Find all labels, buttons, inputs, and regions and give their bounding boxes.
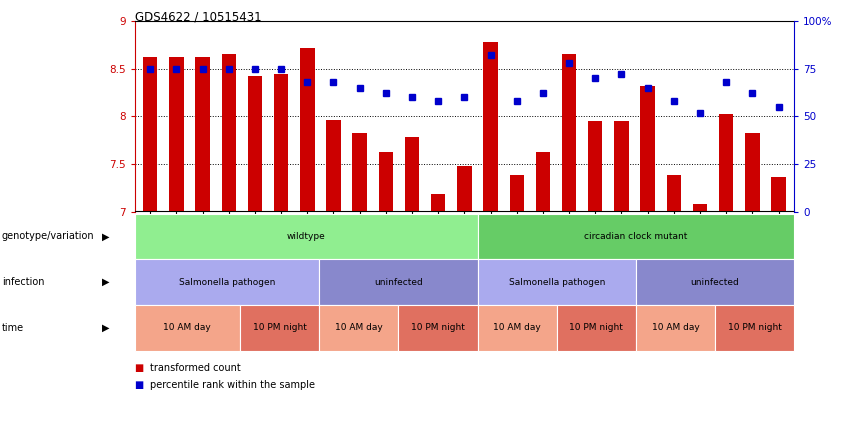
Bar: [457, 166, 471, 212]
Text: ▶: ▶: [102, 277, 110, 287]
Text: uninfected: uninfected: [374, 277, 423, 287]
Bar: [615, 121, 628, 212]
Text: GDS4622 / 10515431: GDS4622 / 10515431: [135, 11, 261, 24]
Text: 10 AM day: 10 AM day: [163, 323, 211, 332]
Text: wildtype: wildtype: [286, 232, 326, 241]
Text: ▶: ▶: [102, 231, 110, 242]
Bar: [195, 58, 210, 212]
Bar: [536, 153, 550, 212]
Bar: [431, 195, 445, 212]
Text: 10 PM night: 10 PM night: [411, 323, 465, 332]
Bar: [562, 55, 576, 212]
Bar: [404, 137, 419, 212]
Text: Salmonella pathogen: Salmonella pathogen: [509, 277, 605, 287]
Bar: [352, 134, 367, 212]
Bar: [300, 48, 314, 212]
Bar: [326, 120, 340, 212]
Text: infection: infection: [2, 277, 44, 287]
Text: ▶: ▶: [102, 323, 110, 333]
Bar: [378, 153, 393, 212]
Text: ■: ■: [135, 379, 144, 390]
Bar: [667, 176, 681, 212]
Bar: [483, 42, 497, 212]
Bar: [221, 55, 236, 212]
Bar: [510, 176, 524, 212]
Text: genotype/variation: genotype/variation: [2, 231, 95, 242]
Bar: [274, 74, 288, 212]
Bar: [169, 58, 184, 212]
Bar: [143, 58, 157, 212]
Text: 10 AM day: 10 AM day: [652, 323, 700, 332]
Text: transformed count: transformed count: [150, 363, 241, 373]
Bar: [247, 77, 262, 212]
Bar: [589, 121, 602, 212]
Bar: [745, 134, 760, 212]
Text: circadian clock mutant: circadian clock mutant: [584, 232, 687, 241]
Text: 10 PM night: 10 PM night: [569, 323, 623, 332]
Text: 10 AM day: 10 AM day: [493, 323, 541, 332]
Text: 10 AM day: 10 AM day: [335, 323, 383, 332]
Bar: [719, 115, 733, 212]
Bar: [641, 86, 654, 212]
Text: Salmonella pathogen: Salmonella pathogen: [179, 277, 275, 287]
Text: uninfected: uninfected: [691, 277, 740, 287]
Text: ■: ■: [135, 363, 144, 373]
Bar: [772, 177, 786, 212]
Text: percentile rank within the sample: percentile rank within the sample: [150, 379, 315, 390]
Text: 10 PM night: 10 PM night: [253, 323, 306, 332]
Text: 10 PM night: 10 PM night: [727, 323, 781, 332]
Bar: [693, 204, 707, 212]
Text: time: time: [2, 323, 23, 333]
